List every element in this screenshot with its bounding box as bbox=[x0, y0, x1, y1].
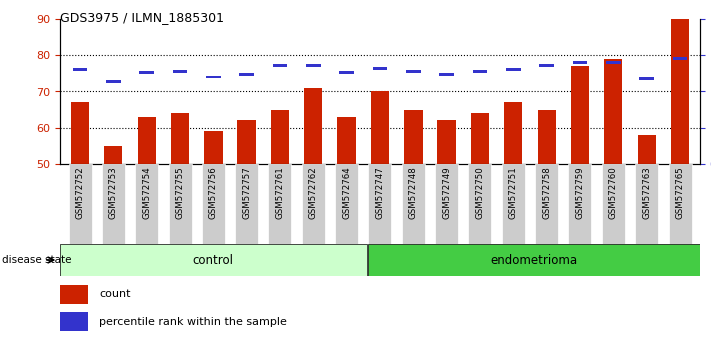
Bar bbox=[571, 66, 589, 164]
Bar bbox=[473, 70, 487, 73]
Bar bbox=[606, 61, 621, 64]
Text: GSM572765: GSM572765 bbox=[675, 166, 685, 219]
Bar bbox=[137, 117, 156, 164]
Text: count: count bbox=[99, 290, 131, 299]
Text: GSM572756: GSM572756 bbox=[209, 166, 218, 219]
Bar bbox=[439, 73, 454, 75]
Text: GSM572761: GSM572761 bbox=[275, 166, 284, 219]
Text: GSM572752: GSM572752 bbox=[75, 166, 85, 219]
Bar bbox=[73, 68, 87, 71]
Bar bbox=[171, 113, 189, 164]
Bar bbox=[206, 75, 220, 79]
Bar bbox=[406, 70, 421, 73]
Text: GSM572758: GSM572758 bbox=[542, 166, 551, 219]
Bar bbox=[339, 71, 354, 74]
Text: GSM572762: GSM572762 bbox=[309, 166, 318, 219]
Text: GSM572755: GSM572755 bbox=[176, 166, 184, 219]
Text: GSM572757: GSM572757 bbox=[242, 166, 251, 219]
Bar bbox=[635, 164, 658, 244]
Text: control: control bbox=[193, 253, 234, 267]
Bar bbox=[602, 164, 625, 244]
Bar bbox=[139, 71, 154, 74]
Text: disease state: disease state bbox=[2, 255, 72, 265]
Text: GSM572748: GSM572748 bbox=[409, 166, 418, 219]
Bar bbox=[540, 64, 554, 67]
Bar bbox=[469, 164, 491, 244]
Bar bbox=[504, 102, 523, 164]
Bar bbox=[402, 164, 425, 244]
Bar bbox=[302, 164, 325, 244]
Bar bbox=[204, 131, 223, 164]
Bar bbox=[671, 19, 689, 164]
Bar bbox=[506, 68, 520, 71]
Text: GSM572754: GSM572754 bbox=[142, 166, 151, 219]
Bar bbox=[68, 164, 92, 244]
Bar bbox=[404, 110, 422, 164]
Bar bbox=[535, 164, 558, 244]
Bar bbox=[237, 120, 256, 164]
Text: GSM572759: GSM572759 bbox=[575, 166, 584, 219]
Bar bbox=[569, 164, 592, 244]
Bar bbox=[60, 244, 367, 276]
Text: GSM572763: GSM572763 bbox=[642, 166, 651, 219]
Bar bbox=[437, 120, 456, 164]
Text: GSM572760: GSM572760 bbox=[609, 166, 618, 219]
Text: GSM572747: GSM572747 bbox=[375, 166, 385, 219]
Bar bbox=[304, 88, 323, 164]
Bar bbox=[338, 117, 356, 164]
Text: GSM572751: GSM572751 bbox=[509, 166, 518, 219]
Bar bbox=[202, 164, 225, 244]
Bar bbox=[572, 61, 587, 64]
Bar bbox=[269, 164, 292, 244]
Bar bbox=[106, 80, 121, 83]
Text: percentile rank within the sample: percentile rank within the sample bbox=[99, 317, 287, 327]
Bar bbox=[335, 164, 358, 244]
Bar bbox=[604, 59, 623, 164]
Text: GSM572750: GSM572750 bbox=[476, 166, 484, 219]
Bar bbox=[173, 70, 187, 73]
Text: GSM572764: GSM572764 bbox=[342, 166, 351, 219]
Bar bbox=[368, 164, 392, 244]
Bar bbox=[60, 312, 88, 331]
Bar bbox=[538, 110, 556, 164]
Bar bbox=[638, 135, 656, 164]
Bar bbox=[169, 164, 191, 244]
Bar bbox=[471, 113, 489, 164]
Bar bbox=[668, 164, 692, 244]
Bar bbox=[639, 77, 654, 80]
Bar bbox=[60, 285, 88, 304]
Bar bbox=[435, 164, 458, 244]
Bar bbox=[71, 102, 89, 164]
Bar bbox=[373, 67, 387, 70]
Bar bbox=[502, 164, 525, 244]
Bar bbox=[306, 64, 321, 67]
Bar bbox=[272, 64, 287, 67]
Bar bbox=[271, 110, 289, 164]
Bar bbox=[240, 73, 254, 75]
Bar bbox=[102, 164, 125, 244]
Bar bbox=[368, 244, 700, 276]
Text: endometrioma: endometrioma bbox=[491, 253, 578, 267]
Text: GDS3975 / ILMN_1885301: GDS3975 / ILMN_1885301 bbox=[60, 11, 224, 24]
Text: GSM572753: GSM572753 bbox=[109, 166, 118, 219]
Bar bbox=[105, 146, 122, 164]
Bar bbox=[135, 164, 158, 244]
Bar bbox=[235, 164, 258, 244]
Bar bbox=[371, 91, 389, 164]
Text: GSM572749: GSM572749 bbox=[442, 166, 451, 219]
Bar bbox=[673, 57, 688, 59]
